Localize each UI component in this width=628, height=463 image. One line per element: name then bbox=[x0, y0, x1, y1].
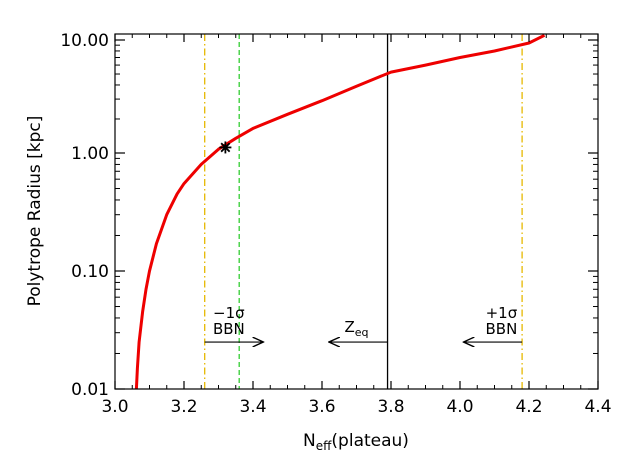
series-layer bbox=[134, 34, 546, 389]
y-tick-label: 0.10 bbox=[71, 262, 109, 282]
annotation-1: Zeq bbox=[329, 318, 388, 342]
marker-layer bbox=[219, 141, 232, 154]
y-tick-label: 1.00 bbox=[71, 144, 109, 164]
x-tick-label: 4.0 bbox=[446, 397, 473, 417]
x-axis-ticks: 3.0 3.2 3.4 3.6 3.8 4.0 4.2 4.4 bbox=[101, 34, 612, 417]
y-axis-label: Polytrope Radius [kpc] bbox=[25, 116, 45, 307]
annotation-0-sublabel: BBN bbox=[213, 320, 245, 338]
y-axis-ticks: 0.01 0.10 1.00 10.00 bbox=[60, 31, 598, 400]
x-tick-label: 3.2 bbox=[170, 397, 197, 417]
x-tick-label: 3.6 bbox=[308, 397, 335, 417]
annotation-0-label: −1σ bbox=[213, 304, 245, 322]
reference-lines bbox=[204, 34, 523, 389]
y-tick-label: 10.00 bbox=[60, 31, 109, 51]
x-tick-label: 3.8 bbox=[377, 397, 404, 417]
series-line-0 bbox=[134, 34, 546, 389]
x-tick-label: 3.4 bbox=[239, 397, 266, 417]
x-axis-label: Neff(plateau) bbox=[303, 431, 409, 453]
annotation-2-sublabel: BBN bbox=[485, 320, 517, 338]
annotation-2-label: +1σ bbox=[486, 304, 518, 322]
x-tick-label: 3.0 bbox=[101, 397, 128, 417]
data-point-marker bbox=[219, 141, 232, 154]
y-tick-label: 0.01 bbox=[71, 380, 109, 400]
annotation-1-label: Zeq bbox=[344, 318, 368, 339]
x-tick-label: 4.2 bbox=[515, 397, 542, 417]
x-tick-label: 4.4 bbox=[584, 397, 611, 417]
